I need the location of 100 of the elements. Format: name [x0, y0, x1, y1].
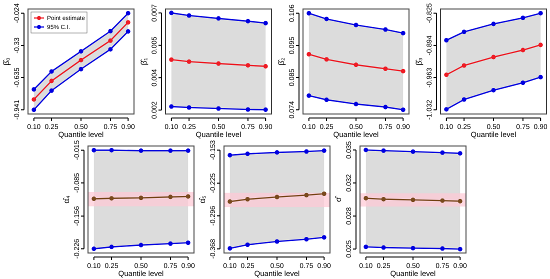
point — [324, 98, 329, 102]
point — [245, 152, 250, 156]
point — [491, 22, 496, 26]
point — [186, 240, 190, 245]
point — [216, 61, 221, 66]
point — [109, 244, 114, 250]
point — [138, 196, 144, 200]
point — [383, 104, 388, 110]
point — [263, 107, 268, 112]
point — [354, 62, 358, 68]
point — [364, 244, 368, 250]
point — [410, 246, 416, 250]
point — [186, 148, 190, 153]
point — [364, 148, 368, 152]
point — [109, 196, 114, 201]
point — [520, 48, 526, 52]
point — [246, 63, 250, 68]
point — [109, 148, 114, 152]
point — [49, 78, 54, 84]
point — [458, 246, 462, 252]
point — [520, 80, 526, 85]
point — [458, 198, 462, 204]
point — [440, 246, 445, 251]
point — [324, 16, 329, 22]
point — [169, 57, 174, 62]
point — [32, 97, 36, 102]
point — [322, 148, 326, 153]
point — [92, 196, 96, 202]
point — [168, 148, 173, 153]
point — [462, 30, 466, 34]
point — [322, 235, 326, 240]
point — [32, 87, 36, 92]
point — [168, 241, 173, 246]
y-axis-title: β̂₁ — [140, 58, 148, 66]
point — [216, 106, 221, 111]
point — [78, 66, 84, 72]
point — [538, 10, 543, 16]
point — [49, 69, 54, 74]
point — [444, 72, 449, 78]
point — [245, 242, 250, 247]
point — [263, 64, 268, 69]
y-axis-title: β̂₂ — [277, 58, 286, 66]
point — [383, 66, 388, 71]
point — [444, 107, 449, 112]
point — [520, 16, 526, 20]
point — [364, 196, 368, 200]
point — [186, 105, 192, 110]
y-axis-title: α̂₄ — [62, 196, 71, 204]
point — [324, 57, 329, 62]
point — [108, 28, 113, 34]
point — [78, 58, 84, 62]
point — [381, 148, 386, 153]
point — [306, 52, 312, 57]
point — [274, 150, 280, 155]
point — [304, 149, 309, 154]
point — [274, 194, 280, 200]
point — [538, 74, 543, 80]
point — [216, 16, 221, 21]
y-axis-title: σ̂ — [334, 195, 343, 202]
point — [138, 242, 144, 248]
point — [400, 30, 406, 36]
point — [381, 196, 386, 202]
point — [306, 93, 312, 98]
point — [381, 245, 386, 250]
point — [383, 27, 388, 32]
point — [168, 194, 173, 200]
point — [126, 29, 130, 34]
point — [400, 108, 406, 112]
point — [126, 10, 130, 16]
point — [92, 246, 96, 252]
point — [491, 54, 496, 60]
point — [263, 20, 268, 26]
point — [462, 97, 466, 102]
point — [228, 152, 232, 158]
point — [108, 38, 113, 43]
point — [186, 194, 190, 199]
point — [92, 148, 96, 152]
y-axis-title: β̂₀ — [2, 58, 11, 66]
y-axis-title: β̂₃ — [414, 58, 424, 66]
point — [400, 68, 406, 74]
y-axis-title: α̂₅ — [198, 196, 207, 204]
point — [306, 10, 312, 16]
point — [246, 18, 250, 24]
point — [354, 22, 358, 28]
point — [440, 150, 445, 155]
point — [440, 198, 445, 203]
point — [274, 239, 280, 244]
point — [462, 63, 466, 68]
point — [228, 199, 232, 204]
point — [169, 10, 174, 16]
point — [491, 88, 496, 92]
point — [169, 104, 174, 109]
point — [186, 13, 192, 18]
point — [322, 192, 326, 196]
point — [49, 88, 54, 93]
point — [458, 151, 462, 156]
point — [245, 197, 250, 202]
point — [354, 102, 358, 106]
point — [186, 59, 192, 64]
point — [246, 107, 250, 112]
